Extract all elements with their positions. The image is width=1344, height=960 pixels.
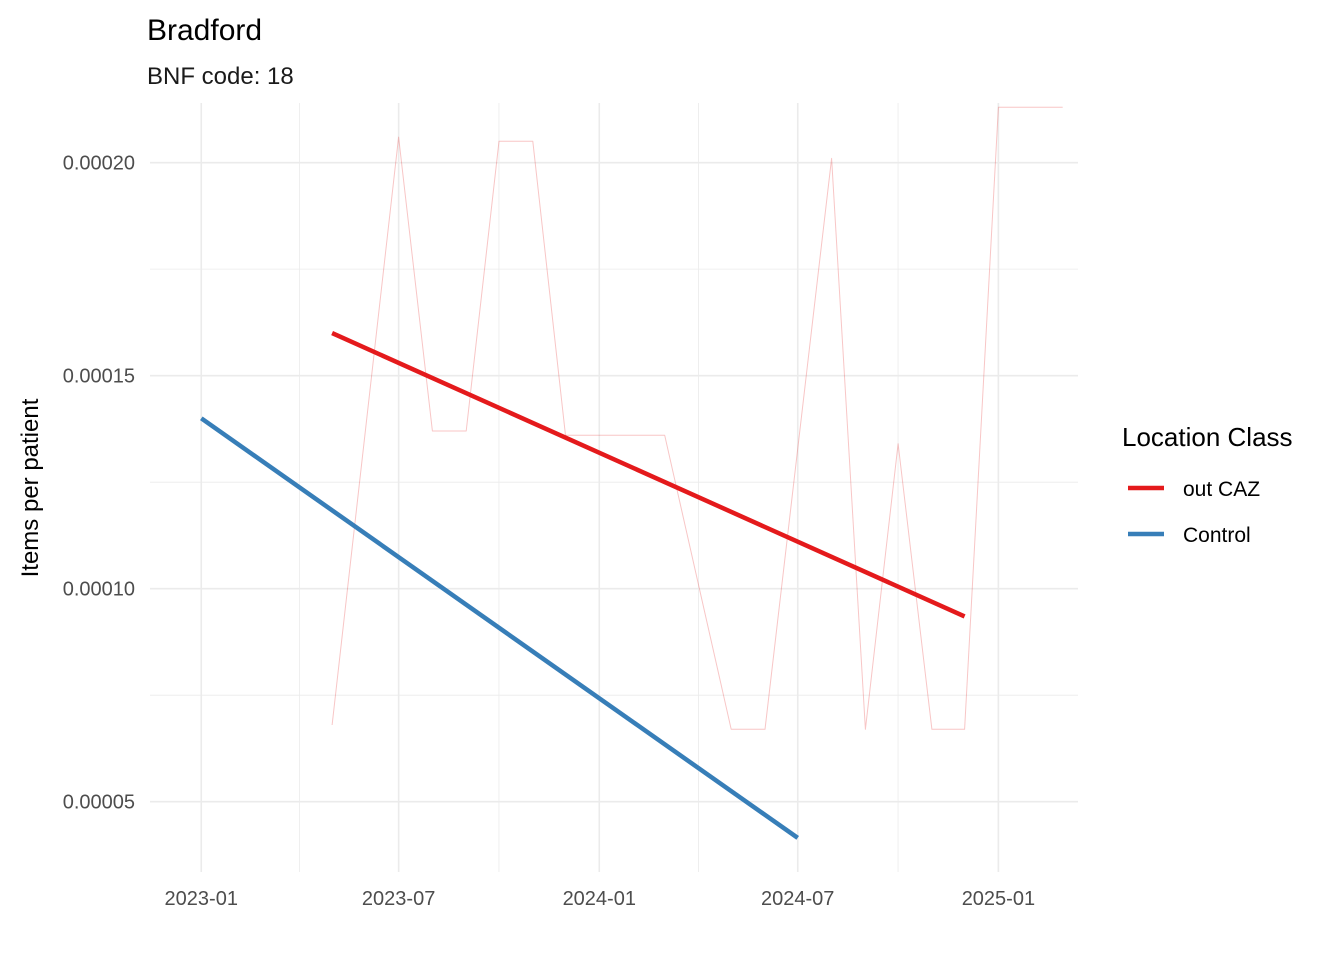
series-line-out-caz-raw: [331, 106, 1063, 730]
x-tick-label: 2023-07: [362, 888, 435, 910]
x-tick-label: 2024-01: [563, 888, 636, 910]
x-tick-label: 2023-01: [165, 888, 238, 910]
trend-line-control: [200, 416, 799, 840]
plot-series: [200, 106, 1063, 840]
x-tick-label: 2025-01: [962, 888, 1035, 910]
legend-title: Location Class: [1122, 422, 1293, 452]
legend-label-control: Control: [1183, 524, 1251, 547]
x-axis-ticks: 2023-01 2023-07 2024-01 2024-07 2025-01: [165, 888, 1036, 910]
chart-subtitle: BNF code: 18: [147, 63, 294, 90]
x-tick-label: 2024-07: [761, 888, 834, 910]
legend: Location Class out CAZ Control: [1122, 422, 1293, 547]
y-tick-label: 0.00020: [63, 153, 135, 175]
y-axis-ticks: 0.00005 0.00010 0.00015 0.00020: [63, 153, 135, 814]
y-tick-label: 0.00005: [63, 792, 135, 814]
y-tick-label: 0.00015: [63, 366, 135, 388]
chart-title: Bradford: [147, 14, 262, 47]
legend-label-out-caz: out CAZ: [1183, 478, 1260, 501]
y-tick-label: 0.00010: [63, 579, 135, 601]
trend-line-out-caz: [331, 331, 966, 619]
plot-grid: [150, 103, 1078, 872]
y-axis-label: Items per patient: [17, 398, 44, 577]
